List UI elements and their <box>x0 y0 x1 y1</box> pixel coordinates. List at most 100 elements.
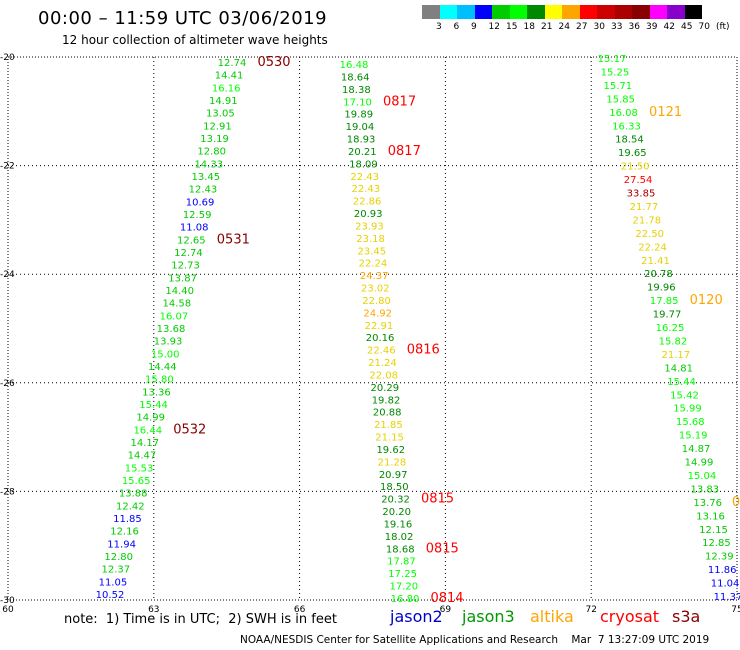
legend-swatch <box>667 5 685 19</box>
wave-height-label: 14.44 <box>148 362 177 373</box>
wave-height-label: 12.42 <box>116 501 145 512</box>
wave-height-label: 23.93 <box>355 221 384 232</box>
wave-height-label: 16.16 <box>212 83 241 94</box>
wave-height-label: 14.40 <box>165 286 194 297</box>
wave-height-label: 20.16 <box>366 333 395 344</box>
wave-height-label: 27.54 <box>624 175 653 186</box>
wave-height-label: 15.85 <box>606 94 635 105</box>
wave-height-label: 11.05 <box>99 577 128 588</box>
pass-time-label: 0121 <box>649 105 682 120</box>
legend-swatch <box>632 5 650 19</box>
wave-height-label: 19.89 <box>344 110 373 121</box>
legend-swatch <box>474 5 492 19</box>
wave-height-label: 14.99 <box>136 413 165 424</box>
legend-swatch <box>509 5 527 19</box>
pass-time-label: 0817 <box>388 144 421 159</box>
wave-height-label: 14.99 <box>685 458 714 469</box>
wave-height-label: 19.96 <box>647 283 676 294</box>
x-tick-label: 60 <box>2 605 14 615</box>
legend-color-bar <box>422 5 702 19</box>
wave-height-label: 17.20 <box>389 582 418 593</box>
pass-time-label: 0 <box>732 495 740 510</box>
wave-height-label: 15.71 <box>603 81 632 92</box>
x-tick-label: 66 <box>294 605 306 615</box>
wave-height-label: 12.65 <box>177 235 206 246</box>
page-title: 00:00 – 11:59 UTC 03/06/2019 <box>38 8 328 29</box>
wave-height-label: 19.16 <box>384 519 413 530</box>
wave-height-label: 19.62 <box>376 445 405 456</box>
wave-height-label: 20.78 <box>644 269 673 280</box>
legend-swatch <box>527 5 545 19</box>
legend-swatch <box>684 5 702 19</box>
wave-height-label: 13.76 <box>693 498 722 509</box>
pass-time-label: 0531 <box>217 232 250 247</box>
wave-height-label: 15.99 <box>673 404 702 415</box>
satellite-label-cryosat: cryosat <box>600 607 660 626</box>
page-subtitle: 12 hour collection of altimeter wave hei… <box>62 33 328 47</box>
pass-time-label: 0532 <box>173 422 206 437</box>
wave-height-label: 13.68 <box>157 324 186 335</box>
wave-height-label: 19.82 <box>372 395 401 406</box>
pass-time-label: 0816 <box>407 343 440 358</box>
wave-height-label: 12.15 <box>699 525 728 536</box>
satellite-label-s3a: s3a <box>672 607 701 626</box>
satellite-label-jason3: jason3 <box>462 607 515 626</box>
wave-height-label: 17.25 <box>388 569 417 580</box>
pass-time-label: 0120 <box>690 293 723 308</box>
satellite-label-jason2: jason2 <box>390 607 443 626</box>
legend-label: 36 <box>628 22 640 32</box>
legend-label: 15 <box>506 22 518 32</box>
wave-height-label: 20.88 <box>373 408 402 419</box>
wave-height-label: 23.02 <box>361 284 390 295</box>
legend-label: (ft) <box>716 22 730 32</box>
wave-height-label: 19.04 <box>346 122 375 133</box>
wave-height-label: 11.85 <box>113 514 142 525</box>
wave-height-label: 15.44 <box>667 377 696 388</box>
wave-height-label: 21.78 <box>632 215 661 226</box>
wave-height-label: 24.37 <box>360 271 389 282</box>
wave-height-label: 16.44 <box>133 425 162 436</box>
wave-height-label: 18.09 <box>349 159 378 170</box>
legend-label: 9 <box>471 22 477 32</box>
pass-time-label: 0815 <box>421 492 454 507</box>
y-tick-label: -26 <box>0 379 15 389</box>
wave-height-label: 21.24 <box>368 358 397 369</box>
wave-height-label: 21.15 <box>375 433 404 444</box>
wave-height-label: 15.53 <box>125 463 154 474</box>
legend-label: 33 <box>611 22 623 32</box>
satellite-label-altika: altika <box>530 607 574 626</box>
y-tick-label: -22 <box>0 162 15 172</box>
wave-height-label: 15.19 <box>679 431 708 442</box>
wave-height-label: 13.88 <box>119 489 148 500</box>
legend-swatch <box>614 5 632 19</box>
wave-height-label: 12.85 <box>702 538 731 549</box>
wave-height-label: 13.87 <box>168 273 197 284</box>
credit-line: NOAA/NESDIS Center for Satellite Applica… <box>240 634 710 646</box>
wave-height-label: 12.37 <box>101 565 130 576</box>
wave-height-label: 12.16 <box>110 527 139 538</box>
wave-height-label: 12.39 <box>705 552 734 563</box>
wave-height-label: 18.54 <box>615 135 644 146</box>
wave-height-label: 23.45 <box>357 246 386 257</box>
wave-height-label: 16.33 <box>612 121 641 132</box>
wave-height-label: 15.68 <box>676 417 705 428</box>
y-tick-label: -20 <box>0 53 15 63</box>
legend-label: 27 <box>576 22 588 32</box>
wave-height-label: 23.18 <box>356 234 385 245</box>
wave-height-label: 17.87 <box>387 557 416 568</box>
y-tick-label: -24 <box>0 270 15 280</box>
wave-height-label: 21.77 <box>630 202 659 213</box>
wave-height-label: 22.86 <box>353 197 382 208</box>
wave-height-label: 19.77 <box>653 310 682 321</box>
legend-label: 42 <box>663 22 675 32</box>
x-tick-label: 75 <box>731 605 740 615</box>
wave-height-label: 22.80 <box>362 296 391 307</box>
wave-height-label: 13.19 <box>200 134 229 145</box>
legend-label: 6 <box>453 22 460 32</box>
wave-height-label: 16.25 <box>656 323 685 334</box>
wave-height-label: 15.17 <box>598 54 627 65</box>
x-tick-label: 69 <box>440 605 452 615</box>
wave-height-label: 15.65 <box>122 476 151 487</box>
